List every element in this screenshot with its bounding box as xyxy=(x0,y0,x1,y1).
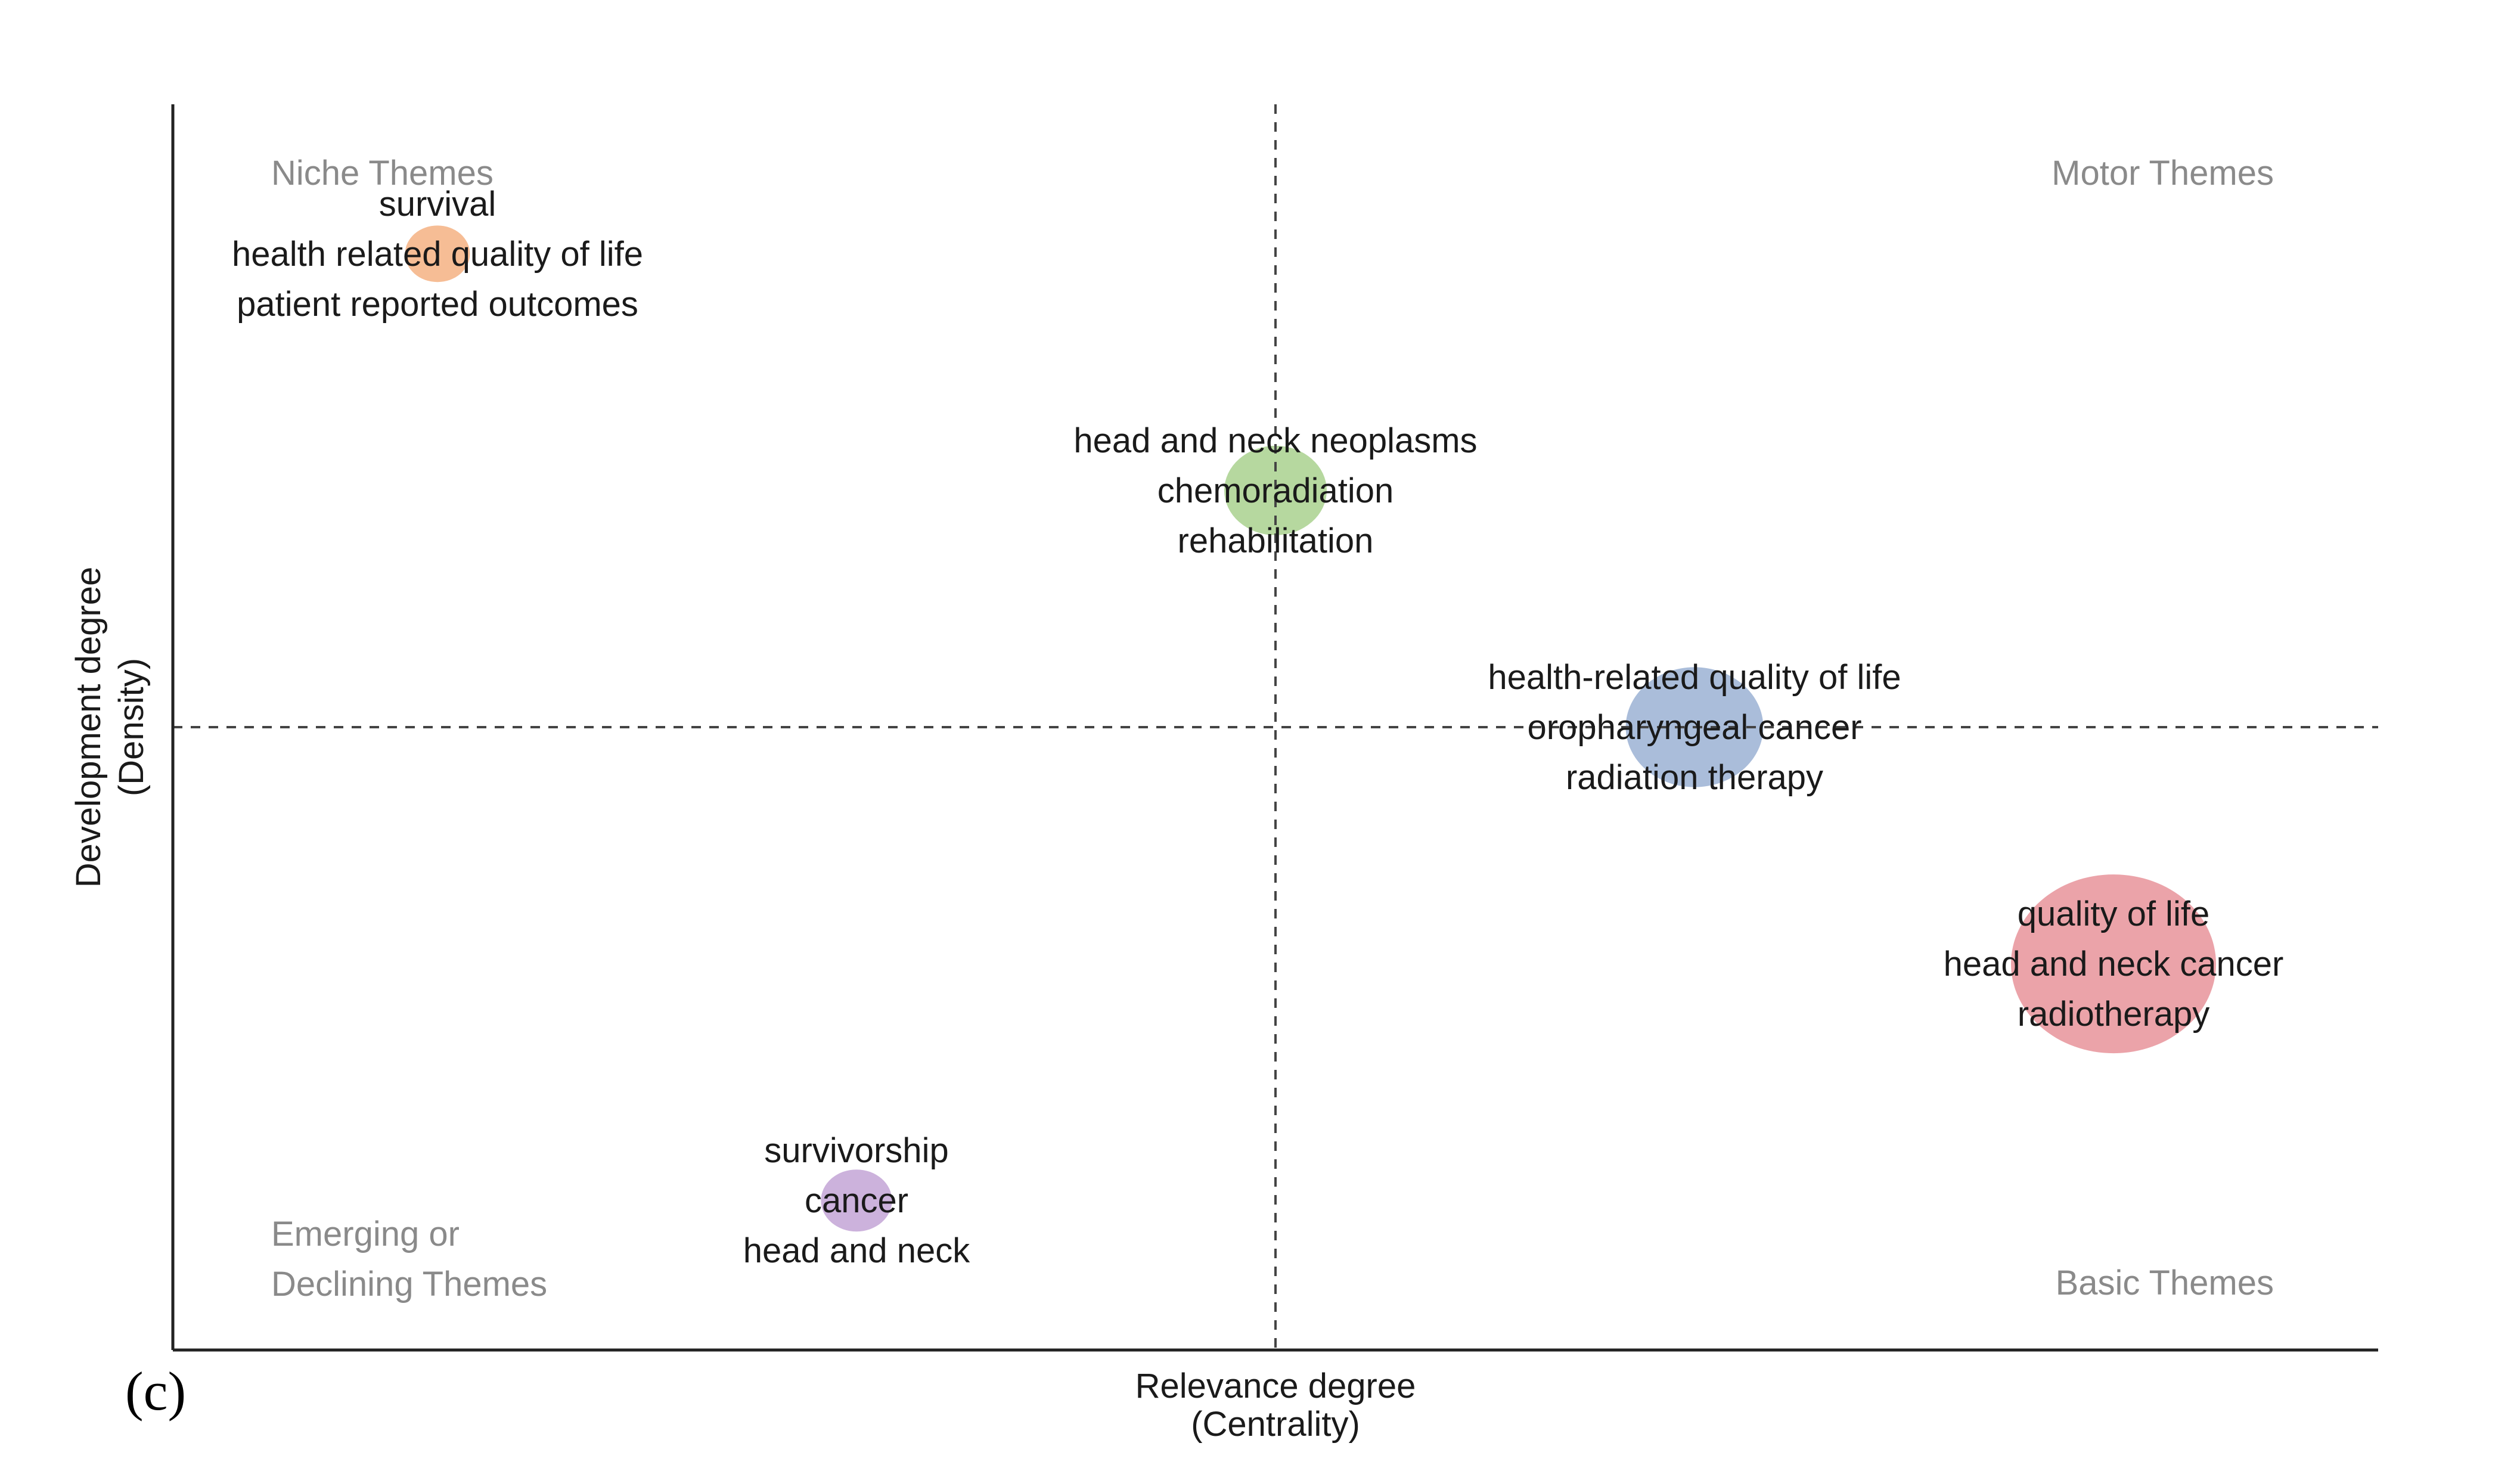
reference-lines xyxy=(173,104,2378,1350)
cluster-labels: survival health related quality of life pa… xyxy=(232,185,2283,1270)
cluster-term-label: health-related quality of life xyxy=(1488,658,1901,697)
bubbles-layer xyxy=(405,225,2216,1232)
cluster-term-label: health related quality of life xyxy=(232,235,643,274)
cluster-term-label: chemoradiation xyxy=(1157,471,1394,510)
cluster-term-label: head and neck neoplasms xyxy=(1073,421,1477,460)
y-axis-title: Development degree xyxy=(69,567,108,887)
x-axis-title: Relevance degree xyxy=(1135,1367,1416,1405)
quadrant-label: Motor Themes xyxy=(2052,154,2274,193)
y-axis-title: (Density) xyxy=(112,658,151,796)
x-axis-title: (Centrality) xyxy=(1191,1405,1360,1444)
quadrant-labels: Niche Themes Motor Themes Emerging or Decli… xyxy=(271,154,2274,1304)
cluster-bubble xyxy=(2011,874,2216,1054)
quadrant-label: Declining Themes xyxy=(271,1265,547,1304)
cluster-term-label: survivorship xyxy=(764,1131,948,1170)
quadrant-label: Emerging or xyxy=(271,1215,460,1253)
quadrant-label: Basic Themes xyxy=(2056,1264,2274,1302)
cluster-term-label: rehabilitation xyxy=(1178,522,1374,560)
cluster-term-label: survival xyxy=(379,185,496,224)
cluster-term-label: oropharyngeal cancer xyxy=(1527,708,1861,747)
cluster-term-label: patient reported outcomes xyxy=(237,285,638,324)
axes xyxy=(171,104,2378,1352)
cluster-bubble xyxy=(1224,445,1327,535)
cluster-term-label: head and neck cancer xyxy=(1944,945,2284,983)
panel-label: (c) xyxy=(125,1361,186,1422)
quadrant-label: Niche Themes xyxy=(271,154,494,193)
cluster-term-label: radiation therapy xyxy=(1566,758,1823,797)
cluster-bubble xyxy=(405,225,470,283)
cluster-term-label: cancer xyxy=(805,1181,908,1220)
cluster-bubble xyxy=(821,1169,892,1232)
axis-titles: Relevance degree(Centrality) Development … xyxy=(69,567,1416,1444)
cluster-term-label: radiotherapy xyxy=(2018,995,2209,1034)
cluster-term-label: head and neck xyxy=(743,1231,971,1270)
cluster-term-label: quality of life xyxy=(2018,895,2209,933)
